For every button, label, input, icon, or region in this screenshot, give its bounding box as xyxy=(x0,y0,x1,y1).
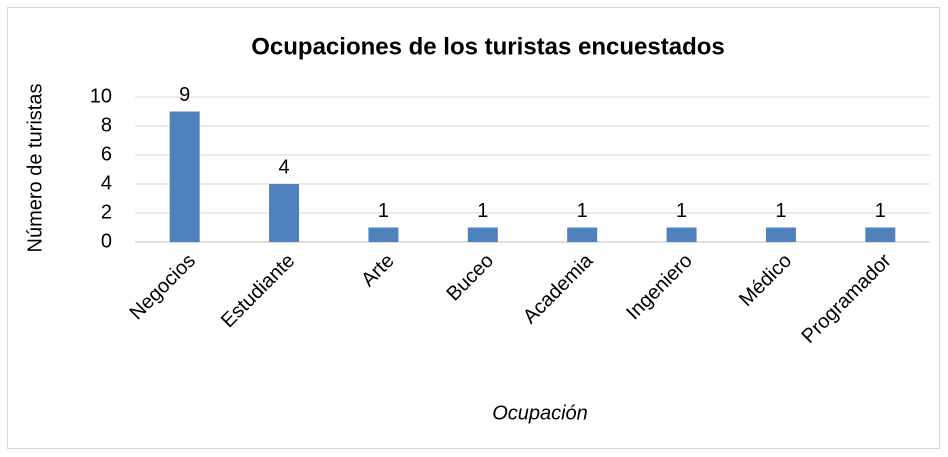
y-tick-label: 6 xyxy=(101,143,112,165)
data-label: 1 xyxy=(676,200,687,222)
data-label: 1 xyxy=(875,200,886,222)
bar xyxy=(567,227,598,242)
y-tick-label: 8 xyxy=(101,114,112,136)
y-tick-label: 10 xyxy=(90,85,112,107)
bar xyxy=(169,111,200,242)
bar xyxy=(765,227,796,242)
bar xyxy=(368,227,399,242)
bar xyxy=(865,227,896,242)
bar xyxy=(666,227,697,242)
data-label: 4 xyxy=(279,156,290,178)
y-tick-label: 0 xyxy=(101,230,112,252)
chart-title: Ocupaciones de los turistas encuestados xyxy=(251,33,724,60)
bar xyxy=(467,227,498,242)
y-tick-label: 2 xyxy=(101,201,112,223)
y-axis-title: Número de turistas xyxy=(24,84,46,253)
data-label: 9 xyxy=(179,84,190,106)
data-label: 1 xyxy=(577,200,588,222)
data-label: 1 xyxy=(775,200,786,222)
x-axis-title: Ocupación xyxy=(492,402,588,424)
data-label: 1 xyxy=(378,200,389,222)
bar xyxy=(269,184,300,242)
data-label: 1 xyxy=(477,200,488,222)
y-tick-label: 4 xyxy=(101,172,112,194)
